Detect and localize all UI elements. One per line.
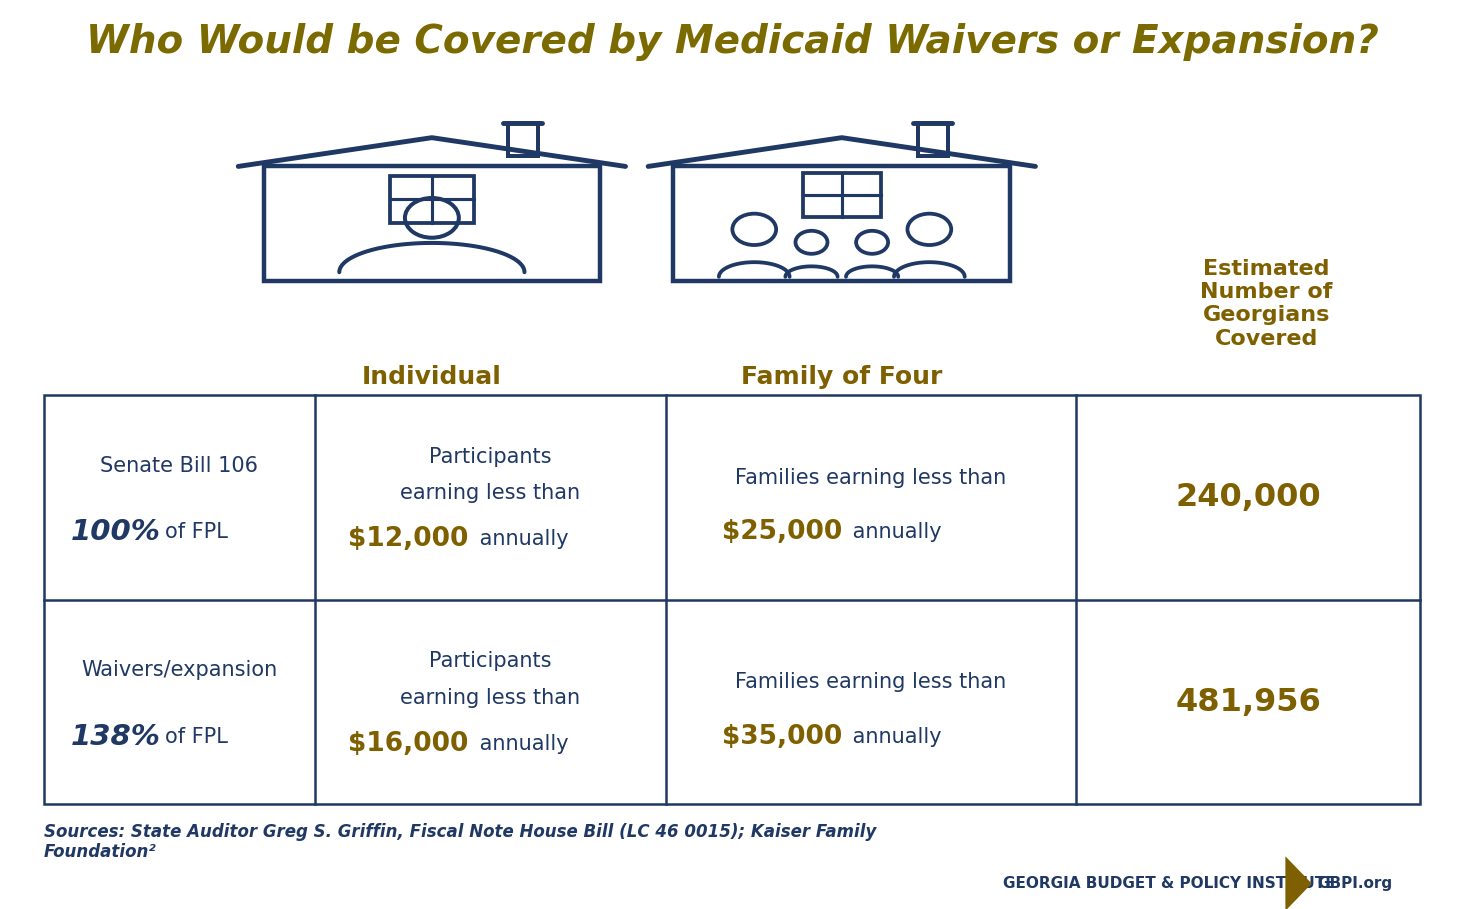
Bar [508,123,537,156]
Text: Participants: Participants [429,651,552,672]
Text: Estimated
Number of
Georgians
Covered: Estimated Number of Georgians Covered [1200,259,1332,349]
Text: $35,000: $35,000 [722,724,842,750]
Text: earning less than: earning less than [400,483,581,504]
Bar [389,175,474,223]
Polygon shape [1285,856,1312,909]
Text: $16,000: $16,000 [348,731,468,757]
Text: annually: annually [473,734,568,754]
Text: Waivers/expansion: Waivers/expansion [81,660,278,681]
Text: annually: annually [846,522,941,543]
Text: 100%: 100% [70,518,161,546]
Text: Sources: State Auditor Greg S. Griffin, Fiscal Note House Bill (LC 46 0015); Kai: Sources: State Auditor Greg S. Griffin, … [44,823,877,862]
Text: annually: annually [473,529,568,550]
Text: of FPL: of FPL [165,726,227,747]
Text: GEORGIA BUDGET & POLICY INSTITUTE: GEORGIA BUDGET & POLICY INSTITUTE [1003,876,1335,891]
Text: annually: annually [846,726,941,747]
Text: $12,000: $12,000 [348,526,468,553]
Text: Family of Four: Family of Four [741,365,943,389]
Bar [918,123,947,156]
Text: 481,956: 481,956 [1176,686,1321,718]
Bar [804,174,880,216]
Text: GBPI.org: GBPI.org [1318,876,1392,891]
Text: Senate Bill 106: Senate Bill 106 [101,455,258,476]
Text: Who Would be Covered by Medicaid Waivers or Expansion?: Who Would be Covered by Medicaid Waivers… [85,23,1379,61]
Text: Individual: Individual [362,365,502,389]
Text: Families earning less than: Families earning less than [735,672,1007,693]
Text: 240,000: 240,000 [1176,482,1321,514]
Text: 138%: 138% [70,723,161,751]
Text: Participants: Participants [429,446,552,467]
Text: $25,000: $25,000 [722,519,842,545]
Text: Families earning less than: Families earning less than [735,467,1007,488]
Text: of FPL: of FPL [165,522,227,543]
Text: earning less than: earning less than [400,687,581,708]
